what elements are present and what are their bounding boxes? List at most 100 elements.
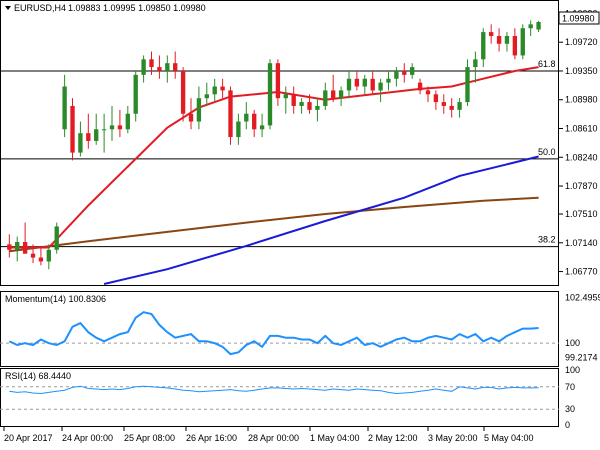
candle-body bbox=[346, 78, 352, 91]
candle-body bbox=[299, 102, 304, 106]
time-tick-label: 24 Apr 00:00 bbox=[62, 433, 113, 443]
time-tick-label: 1 May 04:00 bbox=[310, 433, 360, 443]
momentum-tick-label: 99.2174 bbox=[565, 352, 598, 362]
momentum-axis: 102.4959 100 99.2174 bbox=[0, 293, 600, 362]
candle-body bbox=[188, 113, 194, 122]
candle-body bbox=[125, 113, 130, 130]
rsi-tick-label: 0 bbox=[565, 420, 570, 430]
candle-body bbox=[275, 63, 281, 99]
price-tick-label: 1.07140 bbox=[565, 238, 598, 248]
candle-body bbox=[520, 28, 525, 56]
candle-body bbox=[46, 249, 51, 262]
candle-body bbox=[259, 125, 265, 130]
candle-body bbox=[228, 90, 233, 138]
time-tick-label: 28 Apr 00:00 bbox=[248, 433, 299, 443]
candle-body bbox=[433, 94, 439, 103]
momentum-tick-label: 100 bbox=[565, 338, 580, 348]
rsi-line-layer bbox=[9, 385, 539, 395]
candle-body bbox=[141, 59, 146, 75]
price-axis: 1.100901.097201.093501.089801.086101.082… bbox=[559, 8, 598, 277]
momentum-line bbox=[8, 311, 539, 356]
time-tick-label: 25 Apr 08:00 bbox=[124, 433, 175, 443]
candle-body bbox=[370, 78, 375, 91]
candle-body bbox=[410, 67, 415, 75]
candle-body bbox=[15, 242, 20, 250]
current-price-tag bbox=[558, 11, 600, 25]
candle-body bbox=[38, 257, 44, 262]
candle-body bbox=[315, 105, 320, 110]
candles-layer bbox=[7, 20, 541, 270]
candle-body bbox=[204, 94, 209, 99]
time-tick-label: 2 May 12:00 bbox=[368, 433, 418, 443]
fib-level-label: 50.0 bbox=[538, 147, 556, 157]
candle-body bbox=[441, 102, 446, 106]
time-tick-label: 20 Apr 2017 bbox=[4, 433, 53, 443]
price-tick-label: 1.08980 bbox=[565, 95, 598, 105]
candle-body bbox=[291, 94, 296, 106]
candle-body bbox=[7, 244, 12, 250]
momentum-panel-frame bbox=[0, 291, 559, 367]
candle-body bbox=[196, 98, 202, 122]
rsi-tick-label: 30 bbox=[565, 404, 575, 414]
rsi-line bbox=[9, 385, 539, 395]
candle-body bbox=[323, 90, 328, 106]
time-axis: 20 Apr 2017 24 Apr 00:00 25 Apr 08:00 26 Ap… bbox=[3, 427, 534, 443]
sma-mid-line bbox=[103, 155, 539, 285]
candle-body bbox=[173, 63, 178, 71]
ohlc-values: 1.09883 1.09995 1.09850 1.09980 bbox=[68, 3, 206, 13]
price-tick-label: 1.08240 bbox=[565, 152, 598, 162]
candle-body bbox=[283, 94, 288, 99]
candle-body bbox=[180, 70, 186, 114]
candle-body bbox=[54, 226, 59, 250]
time-tick-label: 26 Apr 16:00 bbox=[186, 433, 237, 443]
price-tick-label: 1.07870 bbox=[565, 181, 598, 191]
candle-body bbox=[378, 82, 383, 91]
rsi-panel-frame bbox=[0, 368, 559, 427]
candle-body bbox=[512, 35, 518, 56]
sma-mid-layer bbox=[103, 155, 539, 285]
candle-body bbox=[307, 102, 312, 110]
rsi-tick-label: 100 bbox=[565, 365, 580, 375]
price-tick-label: 1.07510 bbox=[565, 209, 598, 219]
candle-body bbox=[78, 133, 83, 153]
candle-body bbox=[496, 35, 502, 44]
time-tick-label: 5 May 04:00 bbox=[484, 433, 534, 443]
fib-level-label: 38.2 bbox=[538, 235, 556, 245]
candle-body bbox=[465, 67, 470, 103]
candle-body bbox=[117, 125, 123, 130]
candle-body bbox=[457, 102, 462, 110]
price-tick-label: 1.09350 bbox=[565, 66, 598, 76]
candle-body bbox=[481, 32, 486, 60]
triangle-down-icon[interactable] bbox=[5, 6, 11, 10]
candle-body bbox=[94, 129, 99, 141]
candle-body bbox=[165, 63, 170, 71]
candle-body bbox=[536, 21, 541, 30]
candle-body bbox=[386, 78, 391, 83]
candle-body bbox=[62, 86, 67, 130]
sma-slow-line bbox=[9, 196, 539, 253]
candle-body bbox=[149, 59, 154, 68]
symbol-label: EURUSD,H4 bbox=[14, 3, 66, 13]
rsi-axis: 100 70 30 0 bbox=[0, 365, 580, 430]
candle-body bbox=[236, 121, 241, 138]
candle-body bbox=[331, 90, 336, 99]
candle-body bbox=[489, 32, 494, 36]
rsi-tick-label: 70 bbox=[565, 382, 575, 392]
candle-body bbox=[244, 113, 249, 122]
momentum-tick-label: 102.4959 bbox=[565, 293, 600, 303]
price-tick-label: 1.06770 bbox=[565, 267, 598, 277]
candle-body bbox=[109, 125, 115, 130]
candle-body bbox=[354, 78, 360, 87]
candle-body bbox=[30, 253, 36, 258]
candle-body bbox=[362, 78, 367, 87]
candle-body bbox=[473, 59, 478, 68]
momentum-title: Momentum(14) 100.8306 bbox=[5, 294, 106, 304]
current-price-label: 1.09980 bbox=[562, 14, 595, 24]
price-tick-label: 1.08610 bbox=[565, 124, 598, 134]
price-panel-frame bbox=[0, 0, 559, 286]
candle-body bbox=[212, 86, 217, 95]
candle-body bbox=[402, 70, 407, 75]
candle-body bbox=[267, 63, 273, 126]
candle-body bbox=[70, 105, 75, 153]
